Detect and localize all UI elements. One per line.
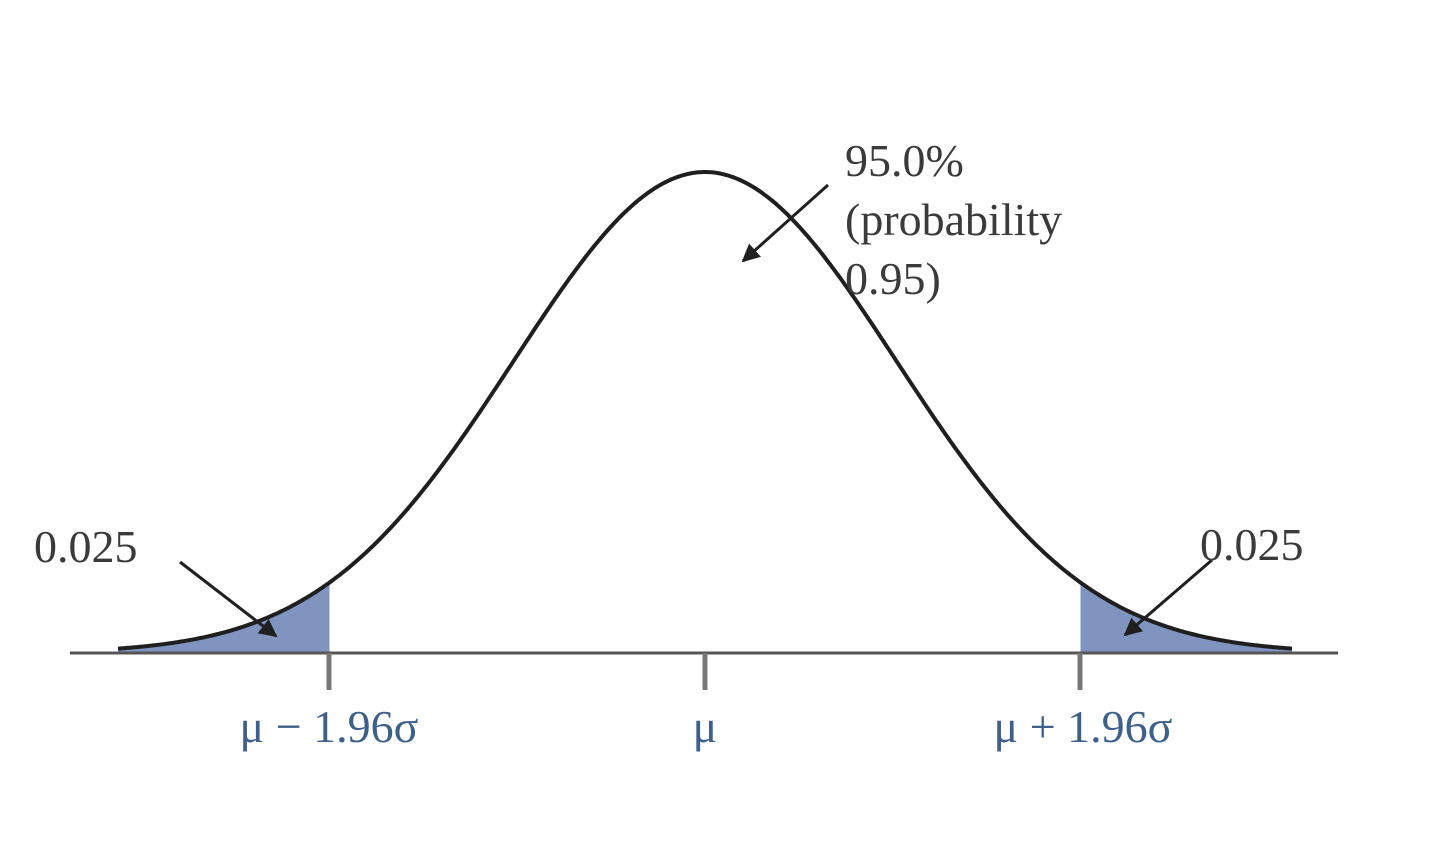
- right-tail-arrow: [1123, 558, 1213, 637]
- center-annotation-line-2: (probability: [845, 194, 1062, 245]
- center-annotation-arrow: [741, 183, 829, 263]
- left-tail-arrow: [179, 560, 278, 638]
- center-annotation-line-3: 0.95): [845, 253, 941, 304]
- tick-label-left: μ − 1.96σ: [240, 701, 419, 752]
- tick-label-center: μ: [693, 701, 718, 752]
- left-tail-area: [118, 582, 330, 653]
- right-tail-area: [1080, 582, 1292, 653]
- tick-label-right: μ + 1.96σ: [994, 701, 1173, 752]
- left-tail-label: 0.025: [34, 521, 138, 572]
- right-tail-label: 0.025: [1200, 519, 1304, 570]
- center-annotation-line-1: 95.0%: [845, 135, 964, 186]
- bell-curve: [117, 170, 1293, 651]
